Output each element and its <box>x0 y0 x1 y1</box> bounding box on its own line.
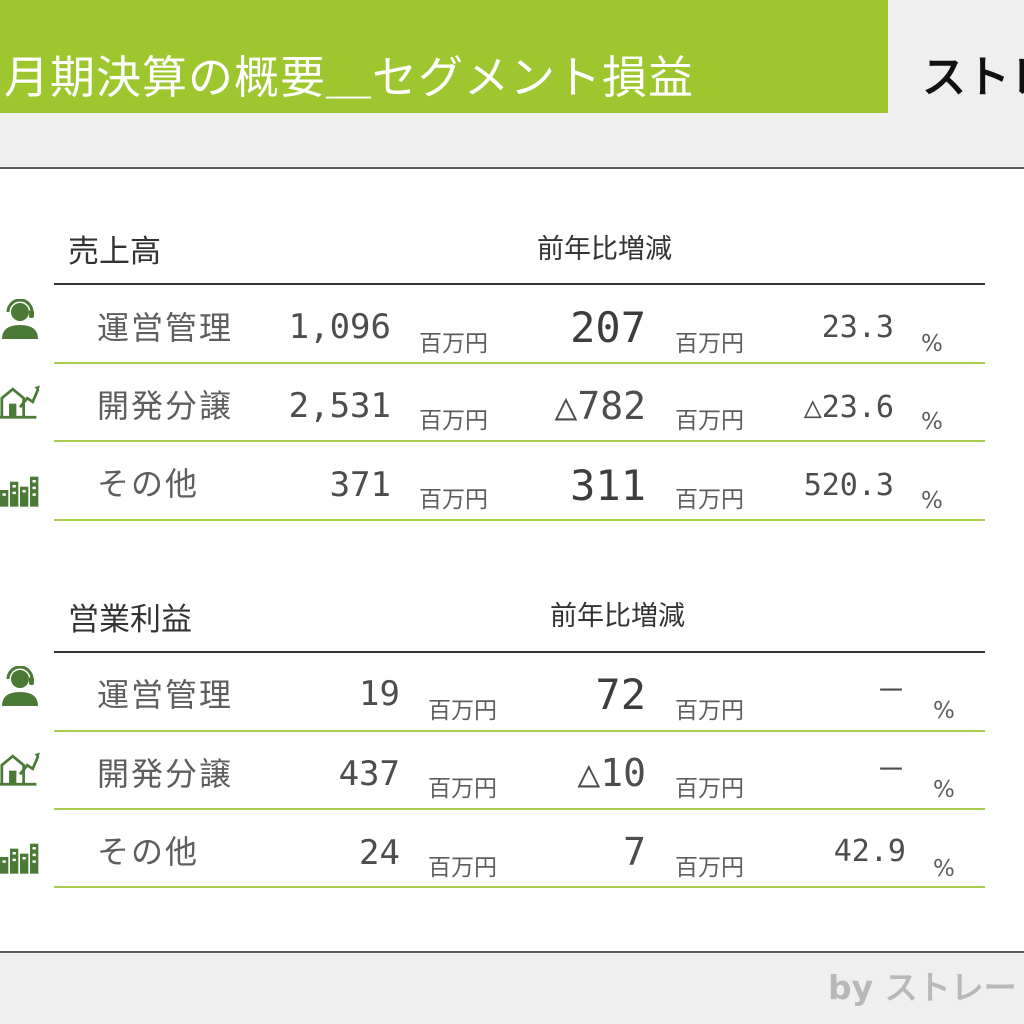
row-divider <box>54 886 985 888</box>
sales-section-title: 売上高 <box>68 234 161 270</box>
house-chart-icon <box>0 752 40 786</box>
sales-change-unit: 百万円 <box>675 487 744 513</box>
sales-value: 1,096 <box>288 307 391 347</box>
house-chart-icon <box>0 385 40 419</box>
percent-sign: % <box>921 409 943 435</box>
staff-headset-icon <box>2 666 38 706</box>
profit-value: 24 <box>359 833 400 873</box>
sales-row-label: 開発分譲 <box>97 387 234 425</box>
percent-sign: % <box>933 777 955 803</box>
profit-change-value: 72 <box>595 670 646 719</box>
percent-sign: % <box>921 488 943 514</box>
profit-change-header: 前年比増減 <box>550 601 685 632</box>
profit-value: 437 <box>338 754 400 794</box>
sales-change-percent: △23.6 <box>803 390 894 425</box>
profit-header-rule <box>54 651 985 653</box>
profit-change-unit: 百万円 <box>675 698 744 724</box>
staff-headset-icon <box>2 299 38 339</box>
page-title: 月期決算の概要＿セグメント損益 <box>4 51 695 104</box>
row-divider <box>54 362 985 364</box>
title-banner: 月期決算の概要＿セグメント損益 <box>0 0 888 113</box>
profit-row-label: 開発分譲 <box>97 755 234 793</box>
content-panel <box>0 167 1024 953</box>
profit-change-unit: 百万円 <box>675 855 744 881</box>
profit-change-percent: － <box>876 753 906 788</box>
row-divider <box>54 440 985 442</box>
row-divider <box>54 808 985 810</box>
sales-change-unit: 百万円 <box>675 331 744 357</box>
sales-change-percent: 23.3 <box>821 310 894 345</box>
percent-sign: % <box>933 698 955 724</box>
percent-sign: % <box>933 856 955 882</box>
buildings-icon <box>0 476 39 507</box>
profit-section-title: 営業利益 <box>68 602 192 638</box>
percent-sign: % <box>921 331 943 357</box>
sales-value: 371 <box>329 465 391 505</box>
profit-value-unit: 百万円 <box>428 776 497 802</box>
sales-change-percent: 520.3 <box>803 468 894 503</box>
sales-change-value: △782 <box>554 384 646 428</box>
profit-change-percent: 42.9 <box>833 834 906 869</box>
company-logo: ストレ <box>922 52 1024 103</box>
footer-credit: by ストレー <box>828 968 1017 1007</box>
sales-header-rule <box>54 283 985 285</box>
profit-value-unit: 百万円 <box>428 855 497 881</box>
profit-row-label: 運営管理 <box>97 676 234 714</box>
sales-value: 2,531 <box>288 386 391 426</box>
buildings-icon <box>0 843 39 874</box>
profit-change-unit: 百万円 <box>675 776 744 802</box>
profit-change-value: △10 <box>577 751 646 795</box>
profit-row-label: その他 <box>97 833 200 871</box>
profit-change-value: 7 <box>623 830 646 874</box>
profit-value: 19 <box>359 674 400 714</box>
sales-value-unit: 百万円 <box>419 408 488 434</box>
sales-row-label: 運営管理 <box>97 309 234 347</box>
sales-change-value: 207 <box>570 303 646 352</box>
row-divider <box>54 730 985 732</box>
sales-change-value: 311 <box>570 461 646 510</box>
sales-row-label: その他 <box>97 465 200 503</box>
sales-value-unit: 百万円 <box>419 487 488 513</box>
sales-change-header: 前年比増減 <box>537 234 672 265</box>
profit-change-percent: － <box>876 674 906 709</box>
profit-value-unit: 百万円 <box>428 698 497 724</box>
sales-change-unit: 百万円 <box>675 408 744 434</box>
sales-value-unit: 百万円 <box>419 331 488 357</box>
row-divider <box>54 519 985 521</box>
